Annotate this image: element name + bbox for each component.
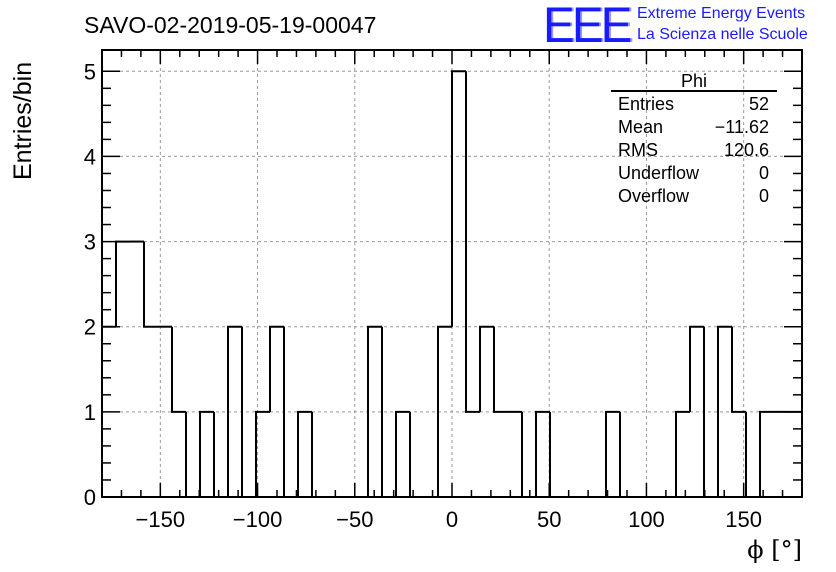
histogram-bin <box>605 410 620 497</box>
y-tick-label: 0 <box>84 485 96 510</box>
histogram-bin <box>619 411 634 498</box>
histogram-bin <box>115 240 130 327</box>
histogram-bin <box>185 411 200 498</box>
logo-subtitle-line-1: Extreme Energy Events <box>637 5 806 22</box>
y-axis-ticks: 0 1 2 3 4 5 <box>84 59 802 510</box>
histogram-bin <box>493 326 508 413</box>
histogram-bin <box>213 411 228 498</box>
stats-row-label: Mean <box>618 117 663 137</box>
stats-box: Phi Entries 52 Mean −11.62 RMS 120.6 Underflow… <box>611 71 777 206</box>
eee-logo: EEE Extreme Energy Events La Scienza nel… <box>540 0 830 53</box>
page-title: SAVO-02-2019-05-19-00047 <box>84 12 376 38</box>
y-tick-label: 2 <box>84 315 96 340</box>
stats-row-value: 52 <box>749 94 769 114</box>
histogram-bin <box>227 325 242 497</box>
histogram-bin <box>731 326 746 413</box>
x-tick-label: 150 <box>725 507 762 532</box>
histogram-bin <box>465 71 480 413</box>
x-tick-label: −50 <box>336 507 373 532</box>
logo-subtitle-line-2: La Scienza nelle Scuole <box>637 26 808 43</box>
x-tick-label: 50 <box>537 507 561 532</box>
histogram-bin <box>171 326 186 413</box>
histogram-bin <box>437 325 452 497</box>
histogram-bars <box>101 70 803 498</box>
x-tick-label: 100 <box>628 507 665 532</box>
histogram-bin <box>143 241 158 328</box>
histogram-bin <box>269 325 284 412</box>
y-tick-label: 5 <box>84 59 96 84</box>
stats-row-value: 120.6 <box>724 140 769 160</box>
y-tick-label: 3 <box>84 230 96 255</box>
x-axis-ticks: −150 −100 −50 0 50 100 150 <box>120 50 784 532</box>
histogram-bin <box>297 410 312 497</box>
stats-row-value: 0 <box>759 186 769 206</box>
eee-logo-mark: EEE <box>543 0 632 53</box>
histogram-bin <box>717 325 732 497</box>
histogram-bin <box>451 70 466 327</box>
x-tick-label: −100 <box>233 507 283 532</box>
x-tick-label: 0 <box>446 507 458 532</box>
stats-row-value: 0 <box>759 163 769 183</box>
x-axis-label: ϕ [°] <box>747 536 802 564</box>
y-tick-label: 1 <box>84 400 96 425</box>
x-tick-label: −150 <box>136 507 186 532</box>
stats-row-label: Entries <box>618 94 674 114</box>
y-tick-label: 4 <box>84 144 96 169</box>
histogram-bin <box>199 410 214 497</box>
histogram-bin <box>689 325 704 412</box>
histogram-bin <box>479 325 494 412</box>
stats-title: Phi <box>681 71 707 91</box>
histogram-bin <box>367 325 382 497</box>
stats-row-label: Overflow <box>618 186 690 206</box>
stats-row-label: RMS <box>618 140 658 160</box>
histogram-bin <box>255 410 270 497</box>
histogram-bin <box>395 410 410 497</box>
y-axis-label: Entries/bin <box>9 62 37 180</box>
histogram-bin <box>535 410 550 497</box>
stats-row-label: Underflow <box>618 163 700 183</box>
histogram-bin <box>675 410 690 497</box>
histogram-bin <box>759 410 774 497</box>
histogram-bin <box>311 411 326 498</box>
histogram-bin <box>521 411 536 498</box>
histogram-bin <box>409 411 424 498</box>
histogram-bin <box>549 411 564 498</box>
stats-row-value: −11.62 <box>715 117 769 137</box>
histogram-bin <box>788 410 803 497</box>
histogram-bin <box>745 411 760 498</box>
